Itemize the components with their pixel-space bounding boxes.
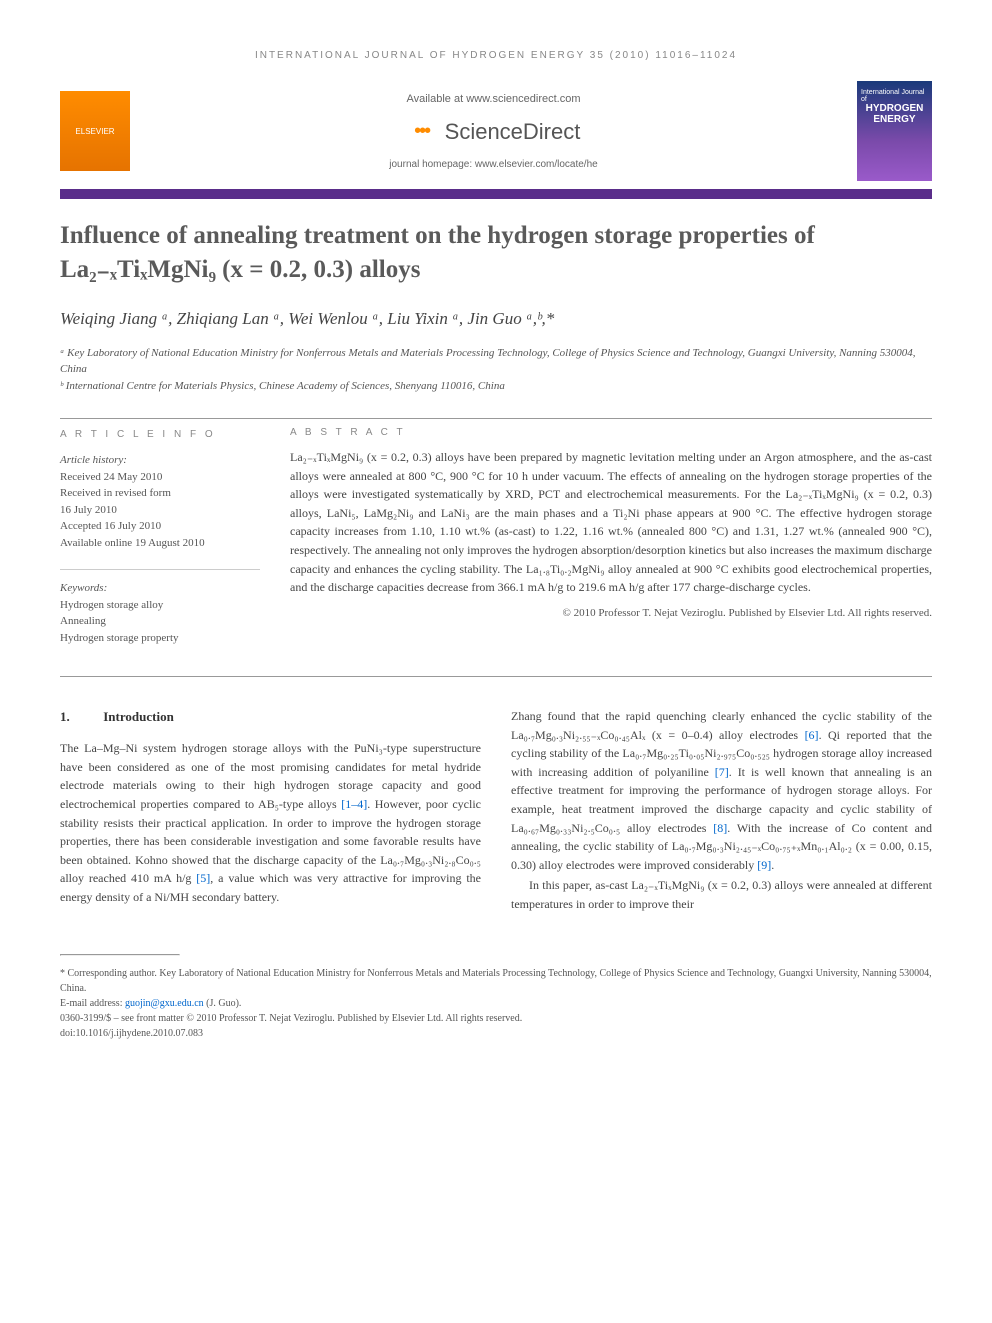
revised-line2: 16 July 2010: [60, 502, 260, 519]
article-info-heading: A R T I C L E I N F O: [60, 427, 260, 442]
footer-separator: [60, 954, 180, 956]
article-title: Influence of annealing treatment on the …: [60, 219, 932, 287]
ref-5[interactable]: [5]: [196, 871, 210, 885]
intro-paragraph-2: Zhang found that the rapid quenching cle…: [511, 707, 932, 874]
corresponding-author: * Corresponding author. Key Laboratory o…: [60, 966, 932, 996]
received-date: Received 24 May 2010: [60, 469, 260, 486]
journal-cover: International Journal of HYDROGEN ENERGY: [857, 81, 932, 181]
email-line: E-mail address: guojin@gxu.edu.cn (J. Gu…: [60, 996, 932, 1011]
keywords-label: Keywords:: [60, 569, 260, 597]
cover-line1: International Journal of: [861, 89, 928, 103]
accepted-date: Accepted 16 July 2010: [60, 518, 260, 535]
email-suffix: (J. Guo).: [204, 998, 242, 1009]
p3: In this paper, as-cast La₂₋ₓTiₓMgNi₉ (x …: [511, 878, 932, 911]
sciencedirect-text: ScienceDirect: [445, 119, 581, 145]
left-column: 1. Introduction The La–Mg–Ni system hydr…: [60, 707, 481, 914]
affiliation-a: ᵃ Key Laboratory of National Education M…: [60, 345, 932, 378]
affiliations: ᵃ Key Laboratory of National Education M…: [60, 345, 932, 395]
ref-6[interactable]: [6]: [805, 728, 819, 742]
abstract-column: A B S T R A C T La₂₋ₓTiₓMgNi₉ (x = 0.2, …: [290, 427, 932, 646]
abstract-text: La₂₋ₓTiₓMgNi₉ (x = 0.2, 0.3) alloys have…: [290, 448, 932, 597]
abstract-heading: A B S T R A C T: [290, 427, 932, 438]
section-num: 1.: [60, 707, 100, 727]
banner-center: Available at www.sciencedirect.com Scien…: [150, 93, 837, 170]
history-label: Article history:: [60, 452, 260, 469]
p2e: .: [771, 858, 774, 872]
keyword-3: Hydrogen storage property: [60, 630, 260, 647]
authors: Weiqing Jiang ᵃ, Zhiqiang Lan ᵃ, Wei Wen…: [60, 309, 932, 329]
top-banner: ELSEVIER Available at www.sciencedirect.…: [60, 81, 932, 181]
cover-line2: HYDROGEN: [866, 103, 924, 114]
revised-line1: Received in revised form: [60, 485, 260, 502]
doi-line: doi:10.1016/j.ijhydene.2010.07.083: [60, 1026, 932, 1041]
running-header: INTERNATIONAL JOURNAL OF HYDROGEN ENERGY…: [60, 50, 932, 61]
keyword-2: Annealing: [60, 613, 260, 630]
purple-divider-bar: [60, 189, 932, 199]
cover-line3: ENERGY: [873, 114, 915, 125]
ref-9[interactable]: [9]: [757, 858, 771, 872]
body-columns: 1. Introduction The La–Mg–Ni system hydr…: [60, 707, 932, 914]
issn-line: 0360-3199/$ – see front matter © 2010 Pr…: [60, 1011, 932, 1026]
divider-2: [60, 676, 932, 677]
info-abstract-row: A R T I C L E I N F O Article history: R…: [60, 427, 932, 646]
keyword-1: Hydrogen storage alloy: [60, 597, 260, 614]
journal-homepage: journal homepage: www.elsevier.com/locat…: [150, 159, 837, 170]
affiliation-b: ᵇ International Centre for Materials Phy…: [60, 378, 932, 395]
email-label: E-mail address:: [60, 998, 125, 1009]
email-link[interactable]: guojin@gxu.edu.cn: [125, 998, 204, 1009]
sd-dots-icon: [407, 117, 437, 147]
sciencedirect-logo: ScienceDirect: [407, 117, 581, 147]
right-column: Zhang found that the rapid quenching cle…: [511, 707, 932, 914]
available-text: Available at www.sciencedirect.com: [150, 93, 837, 105]
footer: * Corresponding author. Key Laboratory o…: [60, 966, 932, 1041]
section-1-heading: 1. Introduction: [60, 707, 481, 727]
intro-paragraph-1: The La–Mg–Ni system hydrogen storage all…: [60, 739, 481, 906]
section-title: Introduction: [103, 709, 174, 724]
elsevier-logo: ELSEVIER: [60, 91, 130, 171]
article-info: A R T I C L E I N F O Article history: R…: [60, 427, 260, 646]
intro-paragraph-3: In this paper, as-cast La₂₋ₓTiₓMgNi₉ (x …: [511, 876, 932, 913]
ref-1-4[interactable]: [1–4]: [341, 797, 367, 811]
online-date: Available online 19 August 2010: [60, 535, 260, 552]
divider: [60, 418, 932, 419]
ref-8[interactable]: [8]: [713, 821, 727, 835]
abstract-copyright: © 2010 Professor T. Nejat Veziroglu. Pub…: [290, 607, 932, 619]
ref-7[interactable]: [7]: [715, 765, 729, 779]
